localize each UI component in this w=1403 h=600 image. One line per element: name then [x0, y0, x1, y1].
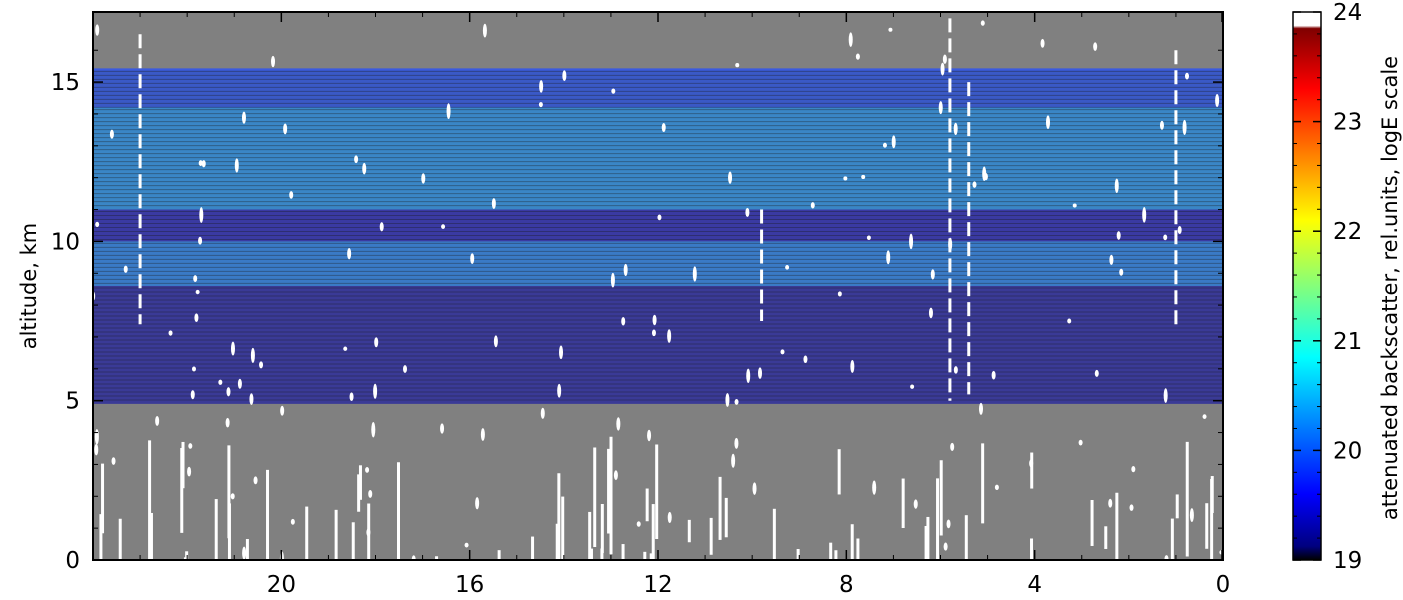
layer-band-4	[93, 286, 1223, 404]
x-tick-label-2: 12	[643, 572, 672, 596]
colorbar-tick-label-3: 22	[1333, 219, 1362, 245]
y-axis-ticks: 0 5 10 15	[51, 49, 1223, 574]
colorbar-tick-label-4: 23	[1333, 110, 1362, 136]
colorbar-gradient	[1292, 11, 1322, 561]
plot-area: 4 8 12 16 20 0 0 5 10 15	[51, 11, 1231, 598]
y-tick-label-2: 10	[51, 229, 80, 255]
cloud-speckle	[93, 18, 1223, 560]
colorbar-label: attenuated backscatter, rel.units, logE …	[1378, 56, 1402, 520]
x-axis-ticks: 4 8 12 16 20 0	[139, 12, 1231, 598]
x-tick-label-5: 0	[1216, 572, 1231, 596]
colorbar-ticks: 19 20 21 22 23 24	[1293, 0, 1362, 574]
layer-band-1	[93, 107, 1223, 210]
colorbar-tick-label-1: 20	[1333, 438, 1362, 464]
y-tick-label-0: 0	[65, 548, 80, 574]
colorbar: 19 20 21 22 23 24 attenuated backscatter, rel…	[1292, 0, 1402, 574]
y-tick-label-3: 15	[51, 70, 80, 96]
y-tick-label-1: 5	[65, 389, 80, 415]
y-axis-label: altitude, km	[17, 223, 41, 350]
layer-band-0	[93, 69, 1223, 108]
layer-band-2	[93, 209, 1223, 242]
colorbar-tick-label-0: 19	[1333, 548, 1362, 574]
backscatter-layers	[93, 68, 1223, 404]
x-tick-label-1: 8	[839, 572, 854, 596]
x-tick-label-3: 16	[455, 572, 484, 596]
layer-band-3	[93, 241, 1223, 286]
colorbar-tick-label-2: 21	[1333, 329, 1362, 355]
x-tick-label-0: 4	[1027, 572, 1042, 596]
colorbar-tick-label-5: 24	[1333, 0, 1362, 26]
x-tick-label-4: 20	[267, 572, 296, 596]
